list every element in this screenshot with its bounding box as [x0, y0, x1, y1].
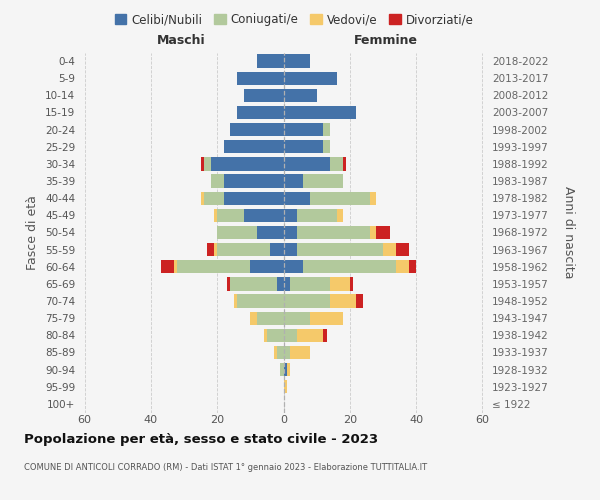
Bar: [290, 346, 310, 359]
Bar: [227, 277, 230, 290]
Bar: [200, 192, 204, 205]
Bar: [214, 208, 217, 222]
Bar: [376, 226, 389, 239]
Bar: [297, 208, 337, 222]
Bar: [214, 243, 217, 256]
Bar: [234, 294, 237, 308]
Bar: [290, 277, 330, 290]
Bar: [284, 208, 297, 222]
Bar: [204, 192, 224, 205]
Bar: [244, 208, 284, 222]
Bar: [237, 106, 284, 119]
Bar: [224, 174, 284, 188]
Bar: [257, 312, 284, 325]
Bar: [284, 260, 304, 274]
Bar: [323, 123, 330, 136]
Bar: [284, 226, 297, 239]
Bar: [284, 174, 304, 188]
Bar: [250, 260, 284, 274]
Bar: [370, 226, 376, 239]
Text: Popolazione per età, sesso e stato civile - 2023: Popolazione per età, sesso e stato civil…: [24, 432, 378, 446]
Bar: [284, 140, 323, 153]
Bar: [304, 260, 396, 274]
Bar: [284, 277, 290, 290]
Bar: [330, 157, 343, 170]
Bar: [343, 157, 346, 170]
Bar: [280, 363, 284, 376]
Bar: [217, 208, 244, 222]
Bar: [211, 174, 224, 188]
Bar: [204, 157, 211, 170]
Bar: [330, 277, 350, 290]
Bar: [267, 328, 284, 342]
Bar: [211, 157, 284, 170]
Bar: [224, 192, 284, 205]
Bar: [230, 277, 277, 290]
Bar: [270, 243, 284, 256]
Bar: [383, 243, 396, 256]
Bar: [257, 54, 284, 68]
Bar: [244, 88, 284, 102]
Bar: [237, 72, 284, 85]
Bar: [304, 174, 343, 188]
Bar: [274, 346, 277, 359]
Bar: [396, 243, 409, 256]
Bar: [370, 192, 376, 205]
Bar: [284, 346, 290, 359]
Bar: [284, 72, 337, 85]
Bar: [257, 226, 284, 239]
Bar: [284, 54, 310, 68]
Bar: [284, 123, 323, 136]
Bar: [284, 106, 356, 119]
Text: COMUNE DI ANTICOLI CORRADO (RM) - Dati ISTAT 1° gennaio 2023 - Elaborazione TUTT: COMUNE DI ANTICOLI CORRADO (RM) - Dati I…: [24, 462, 427, 471]
Bar: [337, 208, 343, 222]
Bar: [350, 277, 353, 290]
Bar: [284, 157, 330, 170]
Bar: [310, 312, 343, 325]
Bar: [330, 294, 356, 308]
Bar: [409, 260, 416, 274]
Bar: [250, 312, 257, 325]
Bar: [207, 243, 214, 256]
Bar: [277, 277, 284, 290]
Bar: [356, 294, 363, 308]
Bar: [297, 226, 370, 239]
Bar: [284, 312, 310, 325]
Bar: [284, 328, 297, 342]
Legend: Celibi/Nubili, Coniugati/e, Vedovi/e, Divorziati/e: Celibi/Nubili, Coniugati/e, Vedovi/e, Di…: [110, 8, 478, 31]
Y-axis label: Fasce di età: Fasce di età: [26, 195, 40, 270]
Bar: [396, 260, 409, 274]
Bar: [287, 363, 290, 376]
Bar: [263, 328, 267, 342]
Bar: [161, 260, 174, 274]
Bar: [284, 243, 297, 256]
Text: Femmine: Femmine: [354, 34, 418, 46]
Bar: [277, 346, 284, 359]
Bar: [310, 192, 370, 205]
Bar: [284, 363, 287, 376]
Bar: [217, 226, 257, 239]
Bar: [178, 260, 250, 274]
Bar: [230, 123, 284, 136]
Bar: [297, 328, 323, 342]
Bar: [284, 380, 287, 394]
Bar: [174, 260, 178, 274]
Bar: [200, 157, 204, 170]
Bar: [284, 294, 330, 308]
Bar: [297, 243, 383, 256]
Bar: [323, 140, 330, 153]
Bar: [237, 294, 284, 308]
Bar: [323, 328, 326, 342]
Y-axis label: Anni di nascita: Anni di nascita: [562, 186, 575, 279]
Bar: [224, 140, 284, 153]
Bar: [284, 88, 317, 102]
Bar: [217, 243, 270, 256]
Bar: [284, 192, 310, 205]
Text: Maschi: Maschi: [157, 34, 205, 46]
